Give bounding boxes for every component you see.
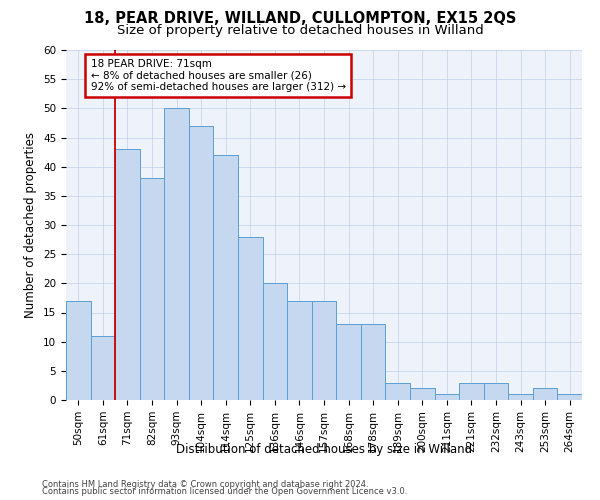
Bar <box>140 178 164 400</box>
Bar <box>508 394 533 400</box>
Bar <box>115 149 140 400</box>
Bar <box>484 382 508 400</box>
Bar <box>189 126 214 400</box>
Bar <box>557 394 582 400</box>
Bar <box>164 108 189 400</box>
Bar <box>312 301 336 400</box>
Bar <box>385 382 410 400</box>
Bar <box>91 336 115 400</box>
Bar <box>263 284 287 400</box>
Y-axis label: Number of detached properties: Number of detached properties <box>25 132 37 318</box>
Text: 18 PEAR DRIVE: 71sqm
← 8% of detached houses are smaller (26)
92% of semi-detach: 18 PEAR DRIVE: 71sqm ← 8% of detached ho… <box>91 59 346 92</box>
Bar <box>410 388 434 400</box>
Bar <box>336 324 361 400</box>
Bar <box>533 388 557 400</box>
Bar <box>459 382 484 400</box>
Text: Size of property relative to detached houses in Willand: Size of property relative to detached ho… <box>116 24 484 37</box>
Text: Distribution of detached houses by size in Willand: Distribution of detached houses by size … <box>176 442 472 456</box>
Text: Contains HM Land Registry data © Crown copyright and database right 2024.: Contains HM Land Registry data © Crown c… <box>42 480 368 489</box>
Text: Contains public sector information licensed under the Open Government Licence v3: Contains public sector information licen… <box>42 487 407 496</box>
Bar <box>287 301 312 400</box>
Bar <box>66 301 91 400</box>
Text: 18, PEAR DRIVE, WILLAND, CULLOMPTON, EX15 2QS: 18, PEAR DRIVE, WILLAND, CULLOMPTON, EX1… <box>84 11 516 26</box>
Bar <box>214 155 238 400</box>
Bar <box>361 324 385 400</box>
Bar <box>434 394 459 400</box>
Bar <box>238 236 263 400</box>
